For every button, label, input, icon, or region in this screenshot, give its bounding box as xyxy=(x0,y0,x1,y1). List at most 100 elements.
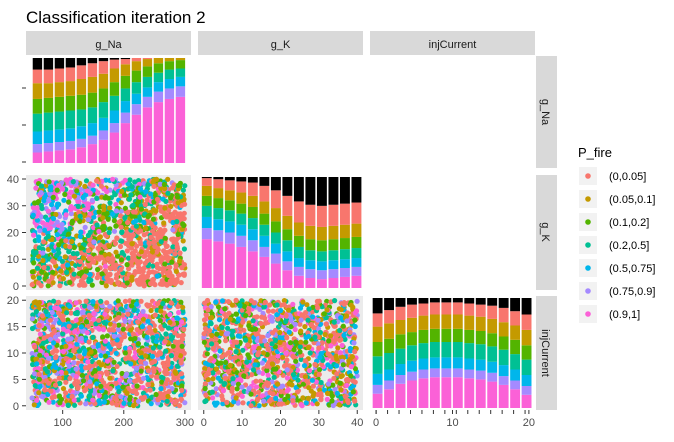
scatter-point xyxy=(274,312,280,318)
scatter-point xyxy=(162,227,168,233)
density-bar-segment xyxy=(395,306,406,320)
scatter-point xyxy=(219,298,226,304)
scatter-point xyxy=(223,359,229,365)
density-bar-segment xyxy=(120,64,131,76)
scatter-point xyxy=(230,328,236,334)
scatter-point xyxy=(102,311,108,317)
scatter-point xyxy=(74,341,80,347)
scatter-point xyxy=(82,224,88,230)
scatter-point xyxy=(152,312,158,318)
scatter-point xyxy=(85,205,91,211)
density-bar-segment xyxy=(328,260,339,270)
scatter-point xyxy=(113,249,119,255)
scatter-point xyxy=(235,400,241,406)
scatter-point xyxy=(125,219,131,226)
density-bar-segment xyxy=(498,349,509,366)
density-bar-segment xyxy=(87,92,98,108)
scatter-point xyxy=(352,317,358,323)
scatter-point xyxy=(344,318,350,324)
scatter-point xyxy=(253,331,259,337)
scatter-point xyxy=(281,298,287,304)
scatter-point xyxy=(256,403,262,409)
scatter-point xyxy=(273,366,279,372)
scatter-point xyxy=(36,376,43,382)
density-bar-segment xyxy=(201,178,212,186)
scatter-point xyxy=(174,244,180,250)
density-bar-segment xyxy=(498,336,509,350)
density-bar-segment xyxy=(87,135,98,145)
scatter-point xyxy=(313,379,319,385)
scatter-point xyxy=(163,367,169,373)
density-bar-segment xyxy=(452,298,463,303)
scatter-point xyxy=(130,232,136,238)
scatter-point xyxy=(288,324,294,330)
scatter-point xyxy=(209,315,215,321)
scatter-point xyxy=(91,259,97,265)
density-bar-segment xyxy=(247,182,258,196)
scatter-point xyxy=(325,381,332,387)
scatter-point xyxy=(162,185,168,192)
scatter-point xyxy=(181,326,187,332)
scatter-point xyxy=(34,397,40,403)
scatter-point xyxy=(246,385,252,391)
scatter-point xyxy=(303,334,309,341)
scatter-point xyxy=(277,335,283,341)
scatter-point xyxy=(334,363,340,369)
scatter-point xyxy=(148,191,154,197)
scatter-point xyxy=(160,300,166,307)
scatter-point xyxy=(158,257,164,263)
x-tick-label-injcurrent: 0 xyxy=(373,417,379,429)
scatter-point xyxy=(34,361,40,367)
scatter-point xyxy=(132,269,138,275)
x-tick-label-g-k: 30 xyxy=(313,417,325,429)
scatter-point xyxy=(347,329,353,335)
scatter-point xyxy=(151,183,157,189)
scatter-point xyxy=(234,386,240,392)
density-bar-segment xyxy=(109,59,120,69)
density-bar-segment xyxy=(87,123,98,136)
strip-top-g-k: g_K xyxy=(271,39,291,51)
density-bar-segment xyxy=(87,144,98,163)
scatter-point xyxy=(341,301,347,307)
density-bar-segment xyxy=(76,65,87,79)
density-bar-segment xyxy=(259,246,270,257)
density-bar-segment xyxy=(98,102,109,118)
scatter-point xyxy=(152,358,158,364)
density-bar-segment xyxy=(487,361,498,373)
scatter-point xyxy=(215,375,221,381)
density-bar-segment xyxy=(328,177,339,205)
scatter-point xyxy=(316,367,323,373)
scatter-point xyxy=(78,245,84,251)
scatter-point xyxy=(269,318,275,324)
scatter-point xyxy=(318,391,324,397)
legend-key-dot xyxy=(585,311,591,317)
scatter-point xyxy=(164,377,170,383)
density-bar-segment xyxy=(498,322,509,337)
scatter-point xyxy=(165,176,171,182)
scatter-point xyxy=(99,279,105,285)
density-bar-segment xyxy=(282,240,293,252)
scatter-point xyxy=(85,248,92,254)
density-bar-segment xyxy=(487,305,498,319)
density-bar-segment xyxy=(236,181,247,193)
scatter-point xyxy=(144,334,150,340)
scatter-point xyxy=(131,253,137,259)
density-bar-segment xyxy=(247,218,258,230)
density-bar-segment xyxy=(521,314,532,330)
scatter-point xyxy=(132,209,138,215)
density-bar-segment xyxy=(54,142,65,151)
scatter-point xyxy=(131,219,137,225)
scatter-point xyxy=(239,384,245,390)
scatter-point xyxy=(173,268,179,274)
scatter-point xyxy=(343,377,350,383)
scatter-point xyxy=(278,389,284,395)
scatter-point xyxy=(107,205,113,211)
density-panel-injcurrent xyxy=(372,298,532,408)
density-bar-segment xyxy=(305,260,316,270)
density-bar-segment xyxy=(384,353,394,370)
scatter-point xyxy=(78,316,84,322)
scatter-point xyxy=(134,243,140,249)
scatter-point xyxy=(72,402,78,408)
scatter-point xyxy=(100,334,106,340)
scatter-point xyxy=(174,276,180,283)
